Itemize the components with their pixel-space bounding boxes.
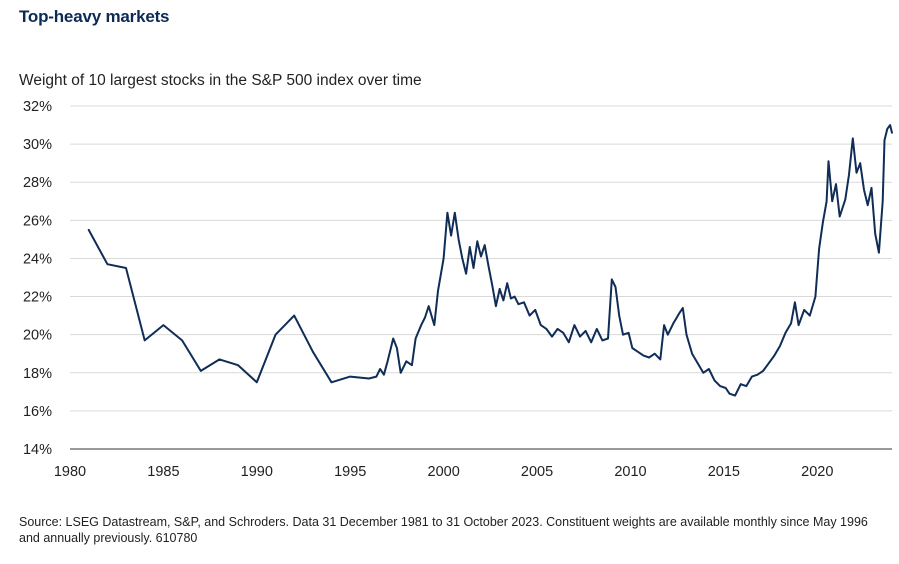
- y-tick-label: 30%: [23, 137, 52, 153]
- chart-title: Top-heavy markets: [19, 7, 170, 26]
- x-axis-ticks: 1980 1985 1990 1995 2000 2005 2010 2015 2020: [54, 464, 834, 480]
- y-tick-label: 28%: [23, 175, 52, 191]
- y-tick-label: 22%: [23, 290, 52, 306]
- y-tick-label: 18%: [23, 366, 52, 382]
- x-tick-label: 2005: [521, 464, 553, 480]
- y-tick-label: 32%: [23, 99, 52, 115]
- source-note: Source: LSEG Datastream, S&P, and Schrod…: [19, 515, 868, 545]
- x-tick-label: 1995: [334, 464, 366, 480]
- chart-subtitle: Weight of 10 largest stocks in the S&P 5…: [19, 72, 422, 89]
- y-tick-label: 24%: [23, 251, 52, 267]
- series-group: [87, 124, 893, 397]
- x-tick-label: 2015: [708, 464, 740, 480]
- y-tick-label: 20%: [23, 328, 52, 344]
- x-tick-label: 1980: [54, 464, 86, 480]
- y-tick-label: 26%: [23, 213, 52, 229]
- y-tick-label: 16%: [23, 404, 52, 420]
- x-tick-label: 1990: [241, 464, 273, 480]
- x-tick-label: 2020: [801, 464, 833, 480]
- x-tick-label: 2000: [428, 464, 460, 480]
- x-tick-label: 1985: [147, 464, 179, 480]
- y-tick-label: 14%: [23, 442, 52, 458]
- x-tick-label: 2010: [614, 464, 646, 480]
- gridlines: [70, 105, 892, 412]
- line-chart: 14%16%18%20%22%24%26%28%30%32% 1980 1985 1…: [23, 99, 893, 480]
- y-axis-ticks: 14% 16% 18% 20% 22% 24% 26% 28% 30% 32%: [23, 99, 52, 458]
- series-line: [87, 124, 893, 397]
